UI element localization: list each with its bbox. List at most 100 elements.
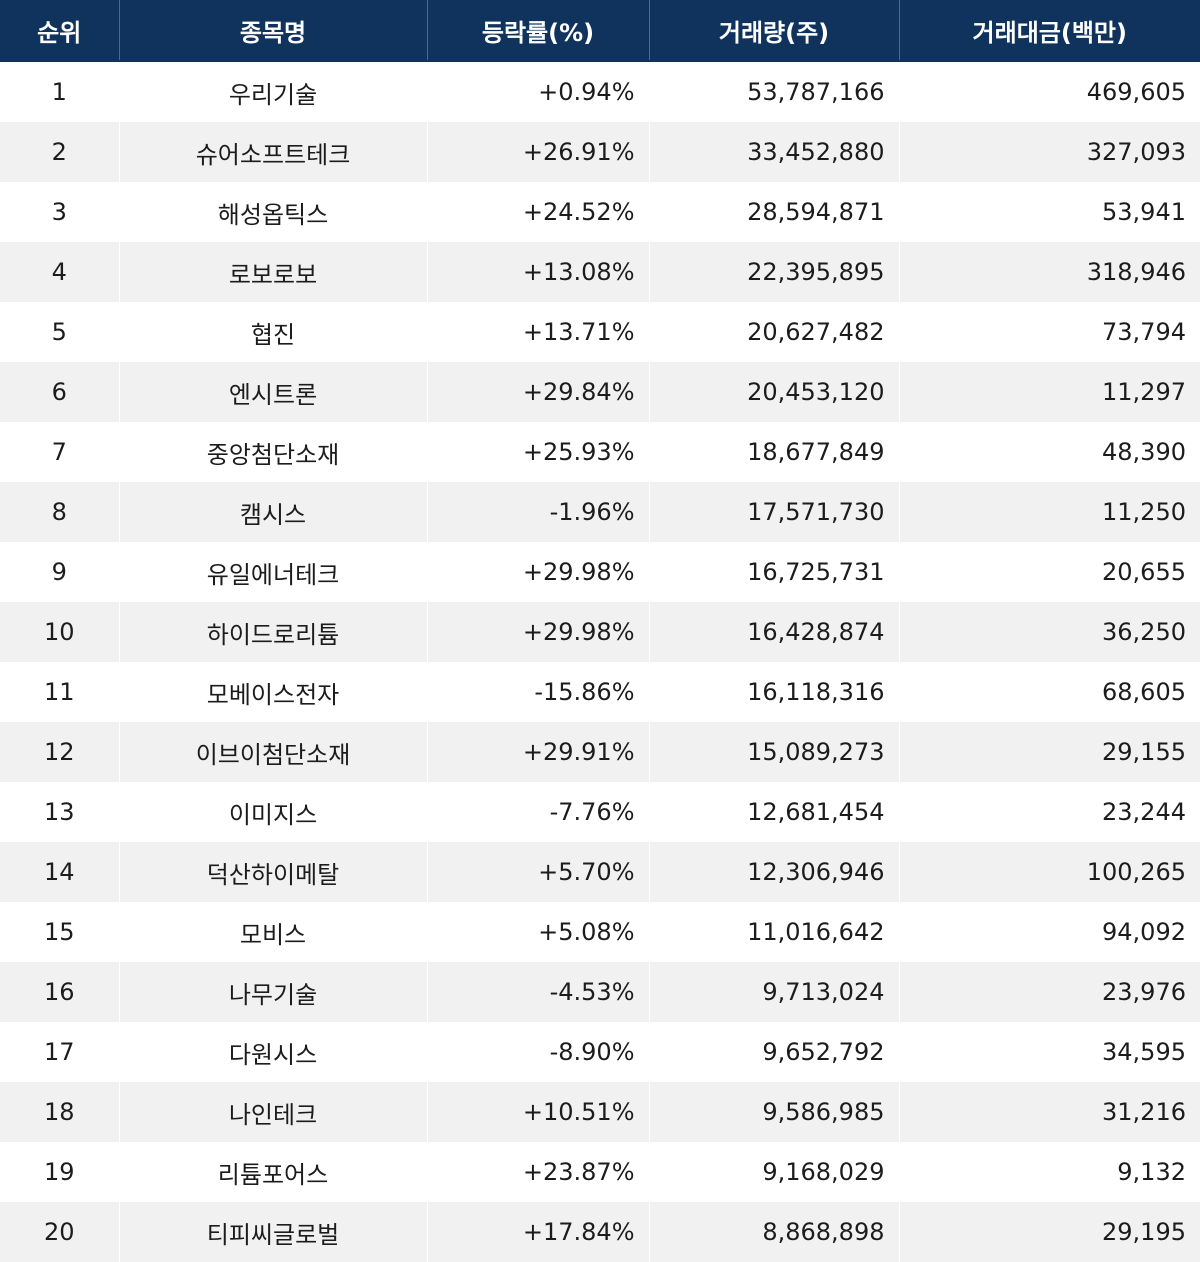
cell-rank: 18 [0,1082,120,1142]
cell-change-rate: +26.91% [427,122,650,182]
table-row: 14 덕산하이메탈 +5.70% 12,306,946 100,265 [0,842,1200,902]
cell-trade-amount: 53,941 [899,182,1200,242]
table-row: 11 모베이스전자 -15.86% 16,118,316 68,605 [0,662,1200,722]
cell-name: 이브이첨단소재 [119,722,428,782]
table-row: 16 나무기술 -4.53% 9,713,024 23,976 [0,962,1200,1022]
cell-rank: 16 [0,962,120,1022]
cell-trade-amount: 94,092 [899,902,1200,962]
cell-rank: 7 [0,422,120,482]
cell-trade-amount: 34,595 [899,1022,1200,1082]
cell-rank: 13 [0,782,120,842]
cell-change-rate: -15.86% [427,662,650,722]
cell-trade-amount: 48,390 [899,422,1200,482]
cell-name: 나인테크 [119,1082,428,1142]
cell-volume: 11,016,642 [649,902,900,962]
cell-volume: 53,787,166 [649,61,900,122]
cell-name: 하이드로리튬 [119,602,428,662]
cell-change-rate: -7.76% [427,782,650,842]
cell-change-rate: +0.94% [427,61,650,122]
cell-rank: 20 [0,1202,120,1262]
cell-change-rate: +24.52% [427,182,650,242]
cell-volume: 18,677,849 [649,422,900,482]
cell-volume: 20,453,120 [649,362,900,422]
cell-volume: 20,627,482 [649,302,900,362]
cell-name: 다원시스 [119,1022,428,1082]
cell-change-rate: +5.70% [427,842,650,902]
cell-trade-amount: 20,655 [899,542,1200,602]
cell-rank: 12 [0,722,120,782]
cell-rank: 5 [0,302,120,362]
cell-rank: 17 [0,1022,120,1082]
cell-change-rate: +29.98% [427,602,650,662]
table-row: 5 협진 +13.71% 20,627,482 73,794 [0,302,1200,362]
cell-name: 덕산하이메탈 [119,842,428,902]
cell-name: 중앙첨단소재 [119,422,428,482]
cell-volume: 16,725,731 [649,542,900,602]
cell-rank: 15 [0,902,120,962]
cell-volume: 28,594,871 [649,182,900,242]
cell-name: 캠시스 [119,482,428,542]
cell-change-rate: +10.51% [427,1082,650,1142]
header-name: 종목명 [119,0,428,62]
cell-rank: 1 [0,61,120,122]
table-row: 19 리튬포어스 +23.87% 9,168,029 9,132 [0,1142,1200,1202]
cell-name: 슈어소프트테크 [119,122,428,182]
cell-trade-amount: 100,265 [899,842,1200,902]
cell-change-rate: -4.53% [427,962,650,1022]
table-row: 18 나인테크 +10.51% 9,586,985 31,216 [0,1082,1200,1142]
cell-volume: 12,306,946 [649,842,900,902]
cell-trade-amount: 73,794 [899,302,1200,362]
cell-change-rate: +17.84% [427,1202,650,1262]
cell-rank: 11 [0,662,120,722]
header-row: 순위 종목명 등락률(%) 거래량(주) 거래대금(백만) [0,0,1200,62]
cell-change-rate: +13.08% [427,242,650,302]
header-volume: 거래량(주) [649,0,900,62]
cell-trade-amount: 68,605 [899,662,1200,722]
table-row: 12 이브이첨단소재 +29.91% 15,089,273 29,155 [0,722,1200,782]
cell-change-rate: +13.71% [427,302,650,362]
cell-change-rate: +29.84% [427,362,650,422]
cell-rank: 19 [0,1142,120,1202]
cell-volume: 15,089,273 [649,722,900,782]
cell-rank: 3 [0,182,120,242]
cell-volume: 12,681,454 [649,782,900,842]
cell-name: 유일에너테크 [119,542,428,602]
cell-trade-amount: 9,132 [899,1142,1200,1202]
table-row: 6 엔시트론 +29.84% 20,453,120 11,297 [0,362,1200,422]
cell-trade-amount: 11,250 [899,482,1200,542]
header-rank: 순위 [0,0,120,62]
cell-trade-amount: 23,244 [899,782,1200,842]
cell-name: 티피씨글로벌 [119,1202,428,1262]
cell-name: 모비스 [119,902,428,962]
table-body: 1 우리기술 +0.94% 53,787,166 469,605 2 슈어소프트테크 +26.… [0,61,1200,1262]
cell-trade-amount: 469,605 [899,61,1200,122]
cell-trade-amount: 327,093 [899,122,1200,182]
cell-rank: 9 [0,542,120,602]
cell-name: 로보로보 [119,242,428,302]
cell-name: 나무기술 [119,962,428,1022]
table-row: 15 모비스 +5.08% 11,016,642 94,092 [0,902,1200,962]
table-row: 9 유일에너테크 +29.98% 16,725,731 20,655 [0,542,1200,602]
cell-change-rate: +23.87% [427,1142,650,1202]
cell-volume: 33,452,880 [649,122,900,182]
cell-volume: 9,713,024 [649,962,900,1022]
cell-volume: 8,868,898 [649,1202,900,1262]
cell-name: 협진 [119,302,428,362]
cell-volume: 17,571,730 [649,482,900,542]
cell-volume: 16,118,316 [649,662,900,722]
table-row: 20 티피씨글로벌 +17.84% 8,868,898 29,195 [0,1202,1200,1262]
table-row: 13 이미지스 -7.76% 12,681,454 23,244 [0,782,1200,842]
table-row: 17 다원시스 -8.90% 9,652,792 34,595 [0,1022,1200,1082]
cell-trade-amount: 36,250 [899,602,1200,662]
header-trade-amount: 거래대금(백만) [899,0,1200,62]
cell-rank: 14 [0,842,120,902]
table-row: 8 캠시스 -1.96% 17,571,730 11,250 [0,482,1200,542]
cell-name: 우리기술 [119,61,428,122]
cell-trade-amount: 29,195 [899,1202,1200,1262]
cell-name: 해성옵틱스 [119,182,428,242]
table-row: 2 슈어소프트테크 +26.91% 33,452,880 327,093 [0,122,1200,182]
cell-rank: 6 [0,362,120,422]
cell-rank: 2 [0,122,120,182]
cell-name: 이미지스 [119,782,428,842]
cell-volume: 9,586,985 [649,1082,900,1142]
